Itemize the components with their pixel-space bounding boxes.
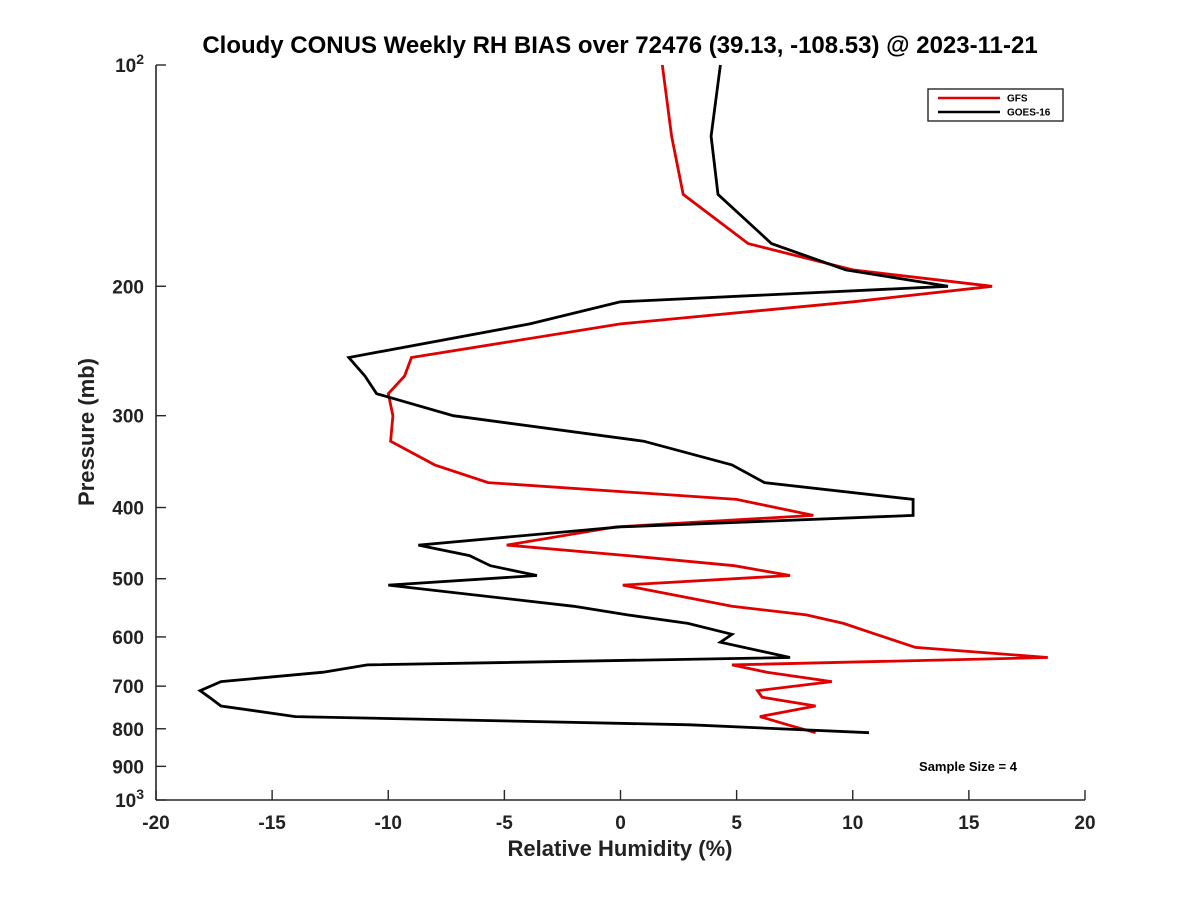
plot-area: -20 -15 -10 -5 0 5 10 15 20 10220030040050060070… [112,51,1095,834]
y-axis-label: Pressure (mb) [74,358,99,506]
series-line-gfs [386,64,1048,735]
x-tick-label: -20 [142,813,169,834]
y-tick-label: 102 [115,51,144,77]
legend-entries: GFS GOES-16 [938,94,1051,119]
y-tick-label: 200 [112,277,144,298]
legend-label: GFS [1007,94,1028,105]
x-tick-label: 15 [958,813,980,834]
y-tick-label: 800 [112,720,144,741]
x-tick-label: 20 [1074,813,1095,834]
x-tick-label: 10 [842,813,863,834]
y-tick-exponent: 3 [136,786,144,802]
y-tick-label: 103 [115,786,144,812]
legend-box [927,88,1064,122]
y-tick-label: 600 [112,628,144,649]
x-tick-label: 0 [615,813,626,834]
y-tick-label: 300 [112,407,144,428]
y-tick-label: 400 [112,499,144,520]
series-line-goes-16 [197,64,949,735]
series-layer [197,64,1048,735]
legend-label: GOES-16 [1007,108,1051,119]
y-tick-label: 500 [112,570,144,591]
y-tick-label: 900 [112,757,144,778]
y-tick-exponent: 2 [136,51,144,67]
x-tick-label: -15 [258,813,286,834]
chart-title: Cloudy CONUS Weekly RH BIAS over 72476 (… [202,32,1037,59]
x-ticks: -20 -15 -10 -5 0 5 10 15 20 [142,790,1096,834]
legend: GFS GOES-16 [927,88,1064,122]
x-axis-label: Relative Humidity (%) [508,836,733,861]
x-tick-label: -10 [375,813,402,834]
x-tick-label: 5 [731,813,742,834]
y-tick-base: 10 [115,791,136,812]
y-tick-label: 700 [112,677,144,698]
sample-size-annotation: Sample Size = 4 [919,759,1018,774]
x-tick-label: -5 [496,813,513,834]
y-tick-base: 10 [115,56,136,77]
